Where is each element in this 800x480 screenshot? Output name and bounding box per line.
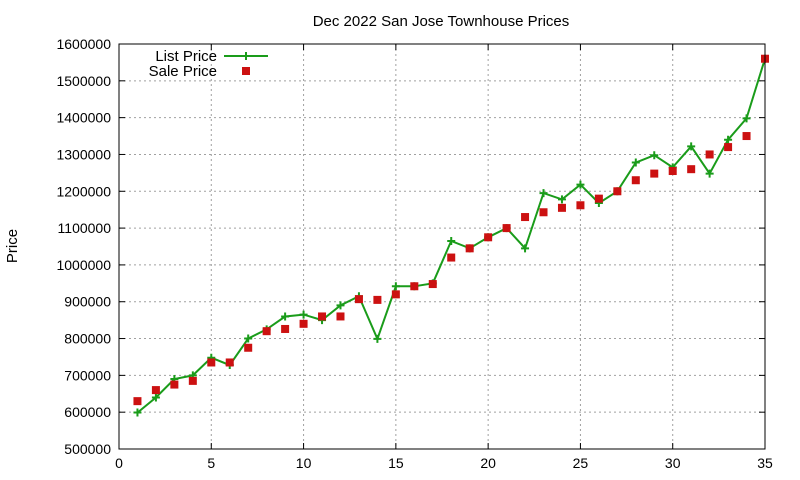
sale-price-point [668, 167, 677, 176]
sale-price-point [410, 282, 419, 291]
sale-price-point [188, 376, 197, 385]
sale-price-point [318, 312, 327, 321]
legend-label-sale-price: Sale Price [149, 63, 217, 80]
y-tick-label: 1100000 [58, 220, 112, 236]
legend-label-list-price: List Price [155, 48, 217, 65]
sale-price-point [594, 194, 603, 203]
x-tick-label: 0 [115, 455, 123, 471]
list-price-point [539, 189, 548, 198]
sale-price-point [391, 290, 400, 299]
sale-price-point [576, 201, 585, 210]
y-tick-label: 600000 [64, 404, 111, 420]
series-group [133, 54, 769, 417]
tick-labels: 0 5 10 15 20 25 30 35 500000 600000 700000 800000 90… [56, 36, 773, 471]
y-tick-label: 900000 [64, 294, 111, 310]
legend: List Price Sale Price [149, 48, 268, 80]
sale-price-point [521, 213, 530, 222]
y-tick-label: 1000000 [56, 257, 111, 273]
list-price-point [705, 169, 714, 178]
sale-price-point [613, 187, 622, 196]
y-tick-label: 700000 [64, 367, 111, 383]
list-price-point [151, 393, 160, 402]
sale-price-point [742, 132, 751, 141]
x-tick-label: 20 [480, 455, 496, 471]
list-price-point [373, 334, 382, 343]
y-tick-label: 1200000 [56, 183, 111, 199]
sale-price-point [354, 295, 363, 304]
list-price-point [724, 135, 733, 144]
list-price-point [281, 312, 290, 321]
list-price-point [557, 195, 566, 204]
sale-price-point [170, 380, 179, 389]
sale-price-point [373, 295, 382, 304]
list-price-point [631, 158, 640, 167]
sale-price-point [207, 358, 216, 367]
sale-price-point [502, 224, 511, 233]
list-price-point [299, 310, 308, 319]
list-price-point [336, 301, 345, 310]
x-tick-label: 25 [573, 455, 589, 471]
y-tick-label: 800000 [64, 331, 111, 347]
legend-marker-sale-price [242, 67, 250, 75]
sale-price-point [133, 397, 142, 406]
list-price-point [742, 114, 751, 123]
sale-price-point [262, 327, 271, 336]
x-tick-label: 35 [757, 455, 773, 471]
sale-price-point [336, 312, 345, 321]
y-tick-label: 1600000 [56, 36, 111, 52]
list-price-point [650, 151, 659, 160]
sale-price-point [557, 203, 566, 212]
sale-price-point [225, 358, 234, 367]
x-tick-label: 5 [207, 455, 215, 471]
y-tick-label: 1300000 [56, 146, 111, 162]
sale-price-point [299, 319, 308, 328]
x-tick-label: 30 [665, 455, 681, 471]
y-tick-label: 1500000 [56, 73, 111, 89]
sale-price-point [484, 233, 493, 242]
y-tick-label: 500000 [64, 441, 111, 457]
sale-price-point [151, 386, 160, 395]
list-price-point [521, 244, 530, 253]
sale-price-point [465, 244, 474, 253]
x-tick-label: 15 [388, 455, 404, 471]
list-price-point [244, 334, 253, 343]
sale-price-point [687, 165, 696, 174]
list-price-point [576, 180, 585, 189]
sale-price-point [539, 208, 548, 217]
list-price-point [447, 236, 456, 245]
list-price-point [687, 142, 696, 151]
y-axis-label: Price [4, 229, 21, 263]
x-tick-label: 10 [296, 455, 312, 471]
sale-price-point [447, 253, 456, 262]
sale-price-point [724, 143, 733, 152]
list-price-point [391, 282, 400, 291]
y-tick-label: 1400000 [56, 110, 111, 126]
sale-price-point [705, 150, 714, 159]
sale-price-point [650, 169, 659, 178]
grid [119, 44, 765, 449]
list-price-point [133, 408, 142, 417]
legend-marker-list-price [242, 52, 250, 60]
sale-price-point [244, 343, 253, 352]
axis-ticks [118, 43, 766, 450]
sale-price-point [631, 176, 640, 185]
plot-frame [118, 43, 766, 450]
sale-price-point [428, 280, 437, 289]
sale-price-point [281, 324, 290, 333]
chart-title: Dec 2022 San Jose Townhouse Prices [313, 13, 570, 30]
